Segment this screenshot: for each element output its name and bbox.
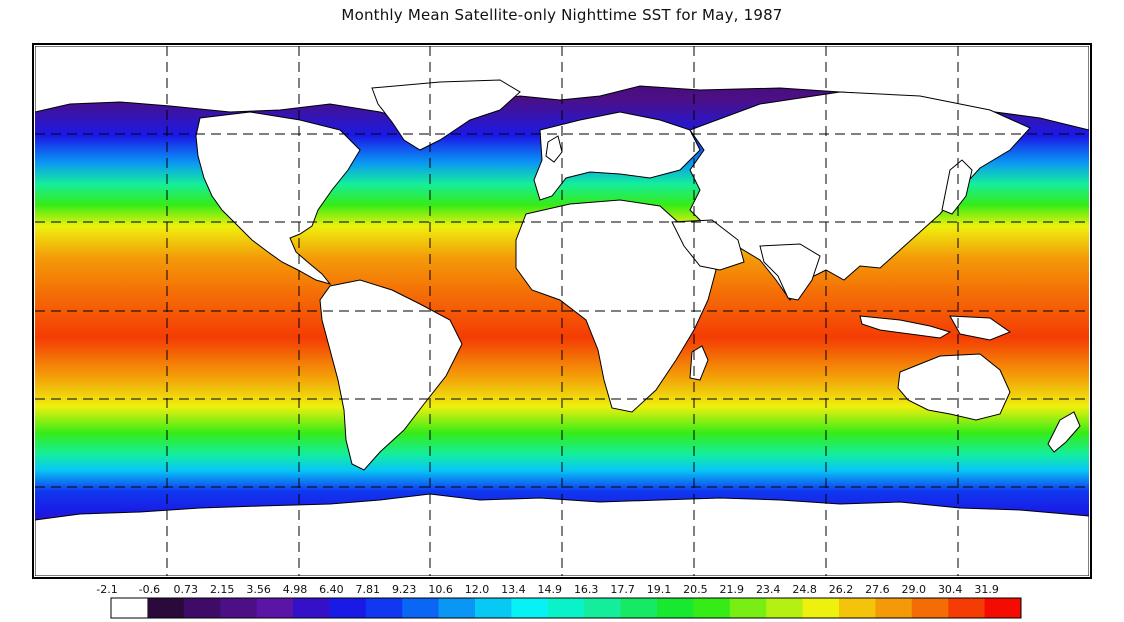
- europe: [533, 111, 701, 201]
- japan: [941, 159, 973, 215]
- colorbar-swatch: [402, 598, 439, 618]
- colorbar-swatch: [438, 598, 476, 618]
- colorbar-swatch: [911, 598, 949, 618]
- colorbar-swatch: [475, 598, 512, 618]
- colorbar-frame: [110, 597, 1022, 619]
- new-guinea: [949, 315, 1012, 341]
- colorbar-swatch: [547, 598, 585, 618]
- figure-title: Monthly Mean Satellite-only Nighttime SS…: [341, 6, 783, 24]
- colorbar-tick-label: 16.3: [573, 583, 599, 596]
- colorbar-tick-label: 14.9: [537, 583, 563, 596]
- colorbar-tick-label: 2.15: [209, 583, 235, 596]
- indian-subcontinent: [759, 243, 821, 301]
- british-isles: [545, 135, 563, 163]
- south-america: [319, 279, 463, 471]
- colorbar-swatch: [220, 598, 257, 618]
- colorbar-tick-label: 26.2: [828, 583, 854, 596]
- colorbar-tick-label: 3.56: [246, 583, 271, 596]
- africa: [515, 199, 717, 413]
- colorbar-tick-label: 19.1: [646, 583, 672, 596]
- new-zealand: [1047, 411, 1081, 453]
- colorbar-swatch: [147, 598, 185, 618]
- colorbar-tick-label: 0.73: [173, 583, 199, 596]
- colorbar-tick-label: 17.7: [610, 583, 635, 596]
- colorbar-swatch: [802, 598, 840, 618]
- colorbar-tick-label: 31.9: [974, 583, 999, 596]
- colorbar-tick-label: 9.23: [391, 583, 417, 596]
- graticule: [35, 46, 1089, 576]
- indonesia: [859, 315, 952, 339]
- greenland: [371, 79, 521, 151]
- colorbar-swatch: [365, 598, 403, 618]
- colorbar-tick-label: -2.1: [96, 583, 118, 596]
- colorbar-swatch: [620, 598, 658, 618]
- colorbar-tick-label: 23.4: [755, 583, 781, 596]
- colorbar-tick-label: 10.6: [428, 583, 453, 596]
- colorbar-swatch: [183, 598, 221, 618]
- arabian-peninsula: [671, 219, 745, 271]
- colorbar: [110, 597, 1022, 619]
- colorbar-swatch: [657, 598, 694, 618]
- colorbar-swatch: [984, 598, 1022, 618]
- colorbar-swatch: [111, 598, 148, 618]
- colorbar-tick-label: 27.6: [865, 583, 890, 596]
- colorbar-tick-label: 7.81: [355, 583, 381, 596]
- colorbar-tick-label: -0.6: [138, 583, 161, 596]
- colorbar-tick-label: 29.0: [901, 583, 927, 596]
- colorbar-swatch: [256, 598, 294, 618]
- colorbar-tick-label: 12.0: [464, 583, 490, 596]
- colorbar-tick-label: 21.9: [719, 583, 745, 596]
- colorbar-swatch: [766, 598, 803, 618]
- colorbar-swatch: [875, 598, 913, 618]
- colorbar-tick-label: 24.8: [792, 583, 817, 596]
- colorbar-swatch: [584, 598, 621, 618]
- colorbar-swatch: [839, 598, 876, 618]
- colorbar-tick-label: 13.4: [501, 583, 526, 596]
- colorbar-swatch: [293, 598, 330, 618]
- colorbar-swatch: [729, 598, 767, 618]
- north-america: [195, 111, 361, 285]
- colorbar-tick-label: 6.40: [319, 583, 344, 596]
- australia: [897, 353, 1011, 421]
- colorbar-tick-label: 20.5: [683, 583, 708, 596]
- colorbar-tick-label: 30.4: [937, 583, 963, 596]
- colorbar-swatch: [948, 598, 985, 618]
- colorbar-swatch: [329, 598, 367, 618]
- colorbar-swatch: [693, 598, 731, 618]
- colorbar-swatch: [511, 598, 549, 618]
- map-body: [35, 46, 1089, 576]
- colorbar-tick-label: 4.98: [282, 583, 308, 596]
